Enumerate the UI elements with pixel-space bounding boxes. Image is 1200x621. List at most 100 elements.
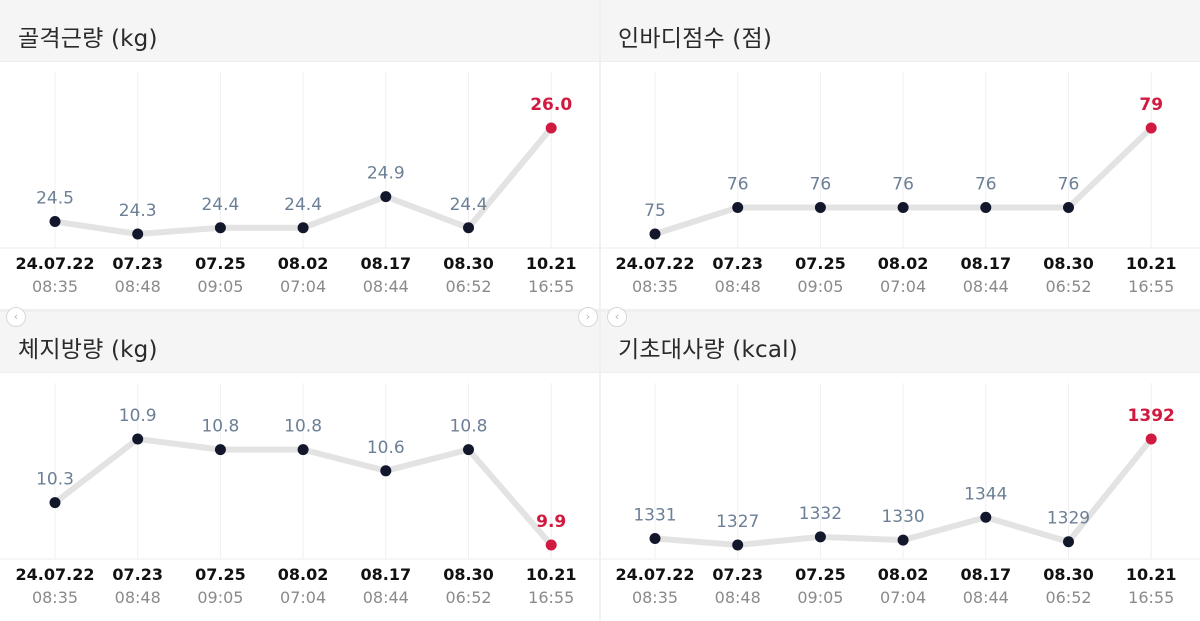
x-tick-time-label: 09:05 — [197, 277, 243, 296]
x-tick-time-label: 08:35 — [32, 277, 78, 296]
data-label: 9.9 — [536, 512, 566, 532]
data-label: 79 — [1139, 95, 1163, 115]
data-label: 76 — [892, 175, 914, 195]
x-tick-label: 08.17 — [360, 254, 411, 273]
data-label: 1344 — [964, 484, 1007, 504]
data-label: 26.0 — [530, 95, 572, 115]
data-point — [49, 216, 61, 228]
x-tick-time-label: 08:48 — [715, 277, 761, 296]
data-point — [649, 532, 661, 544]
data-label: 1332 — [799, 504, 842, 524]
x-tick-time-label: 08:48 — [115, 277, 161, 296]
chart-title: 골격근량 (kg) — [18, 26, 158, 52]
data-point — [214, 444, 226, 456]
data-label: 10.8 — [284, 417, 322, 437]
data-label: 10.8 — [201, 417, 239, 437]
data-point — [897, 202, 909, 213]
data-point — [814, 202, 826, 213]
x-tick-label: 07.23 — [712, 254, 763, 273]
data-label: 1327 — [716, 512, 759, 532]
data-point — [980, 511, 992, 523]
data-point — [297, 222, 309, 234]
data-label: 10.9 — [119, 406, 157, 426]
data-label: 24.3 — [119, 201, 157, 221]
x-tick-label: 10.21 — [1126, 254, 1177, 273]
x-tick-label: 10.21 — [526, 254, 577, 273]
x-tick-label: 08.02 — [878, 254, 929, 273]
data-label: 24.5 — [36, 189, 74, 209]
line-chart: 75 76 76 76 76 76 79 24.07.22 08:35 07.23 08:48 07.… — [600, 72, 1200, 296]
x-tick-time-label: 09:05 — [797, 588, 843, 607]
x-tick-time-label: 08:44 — [963, 277, 1009, 296]
x-tick-label: 08.30 — [443, 565, 494, 584]
panel-header: 기초대사량 (kcal) — [600, 311, 1200, 373]
data-label: 1392 — [1128, 406, 1175, 426]
data-point — [545, 539, 557, 551]
x-tick-label: 07.23 — [112, 254, 163, 273]
chevron-left-icon[interactable]: ‹ — [6, 307, 26, 327]
data-label: 24.4 — [284, 195, 322, 215]
chevron-left-icon[interactable]: ‹ — [607, 307, 627, 327]
x-tick-label: 07.25 — [195, 565, 246, 584]
line-chart: 1331 1327 1332 1330 1344 1329 1392 24.07.22 08:3… — [600, 383, 1200, 607]
panel-divider-horizontal — [0, 309, 1200, 312]
x-tick-time-label: 16:55 — [1128, 277, 1174, 296]
data-label: 76 — [1058, 175, 1080, 195]
x-tick-label: 08.30 — [443, 254, 494, 273]
x-tick-label: 08.30 — [1043, 254, 1094, 273]
data-label: 1330 — [881, 507, 924, 527]
data-label: 10.3 — [36, 470, 74, 490]
data-label: 76 — [727, 175, 749, 195]
data-label: 1331 — [633, 505, 676, 525]
x-tick-time-label: 08:44 — [963, 588, 1009, 607]
x-tick-label: 08.17 — [960, 565, 1011, 584]
data-point — [980, 202, 992, 213]
data-point — [132, 228, 144, 240]
data-point — [1063, 536, 1074, 548]
x-tick-label: 10.21 — [526, 565, 577, 584]
data-point — [463, 222, 474, 234]
x-tick-label: 10.21 — [1126, 565, 1177, 584]
x-tick-time-label: 07:04 — [880, 588, 926, 607]
data-point — [49, 497, 61, 509]
x-tick-label: 07.25 — [195, 254, 246, 273]
chevron-right-icon[interactable]: › — [578, 307, 598, 327]
data-label: 24.4 — [450, 195, 488, 215]
data-label: 10.8 — [450, 417, 488, 437]
data-point — [297, 444, 309, 456]
data-point — [463, 444, 474, 456]
x-tick-time-label: 08:35 — [632, 588, 678, 607]
x-tick-time-label: 07:04 — [280, 588, 326, 607]
data-label: 24.4 — [201, 195, 239, 215]
x-tick-label: 08.30 — [1043, 565, 1094, 584]
data-label: 1329 — [1047, 509, 1090, 529]
x-tick-label: 24.07.22 — [616, 254, 695, 273]
x-tick-time-label: 06:52 — [445, 277, 491, 296]
panel-header: 체지방량 (kg) — [0, 311, 600, 373]
line-chart: 10.3 10.9 10.8 10.8 10.6 10.8 9.9 24.07.22 08:35… — [0, 383, 600, 607]
data-point — [132, 433, 144, 445]
x-tick-label: 24.07.22 — [16, 254, 95, 273]
x-tick-time-label: 06:52 — [445, 588, 491, 607]
chart-title: 체지방량 (kg) — [18, 337, 158, 363]
x-tick-time-label: 09:05 — [197, 588, 243, 607]
chart-panel-bmr: 기초대사량 (kcal) 1331 1327 1332 1330 1344 1329 139… — [600, 311, 1200, 621]
x-tick-time-label: 07:04 — [280, 277, 326, 296]
x-tick-time-label: 16:55 — [1128, 588, 1174, 607]
x-tick-label: 07.25 — [795, 254, 846, 273]
data-point — [380, 465, 392, 477]
x-tick-label: 08.02 — [878, 565, 929, 584]
chart-panel-inbody-score: 인바디점수 (점) 75 76 76 76 76 76 79 24.07.22 08:35 07.… — [600, 0, 1200, 310]
data-label: 75 — [644, 201, 666, 221]
x-tick-label: 07.23 — [712, 565, 763, 584]
x-tick-label: 08.02 — [278, 254, 329, 273]
data-point — [214, 222, 226, 234]
line-chart: 24.5 24.3 24.4 24.4 24.9 24.4 26.0 24.07.22 08:3… — [0, 72, 600, 296]
x-tick-time-label: 06:52 — [1045, 277, 1091, 296]
x-tick-label: 08.02 — [278, 565, 329, 584]
panel-header: 골격근량 (kg) — [0, 0, 600, 62]
data-point — [380, 191, 392, 203]
data-label: 76 — [810, 175, 832, 195]
data-label: 76 — [975, 175, 997, 195]
x-tick-label: 24.07.22 — [16, 565, 95, 584]
